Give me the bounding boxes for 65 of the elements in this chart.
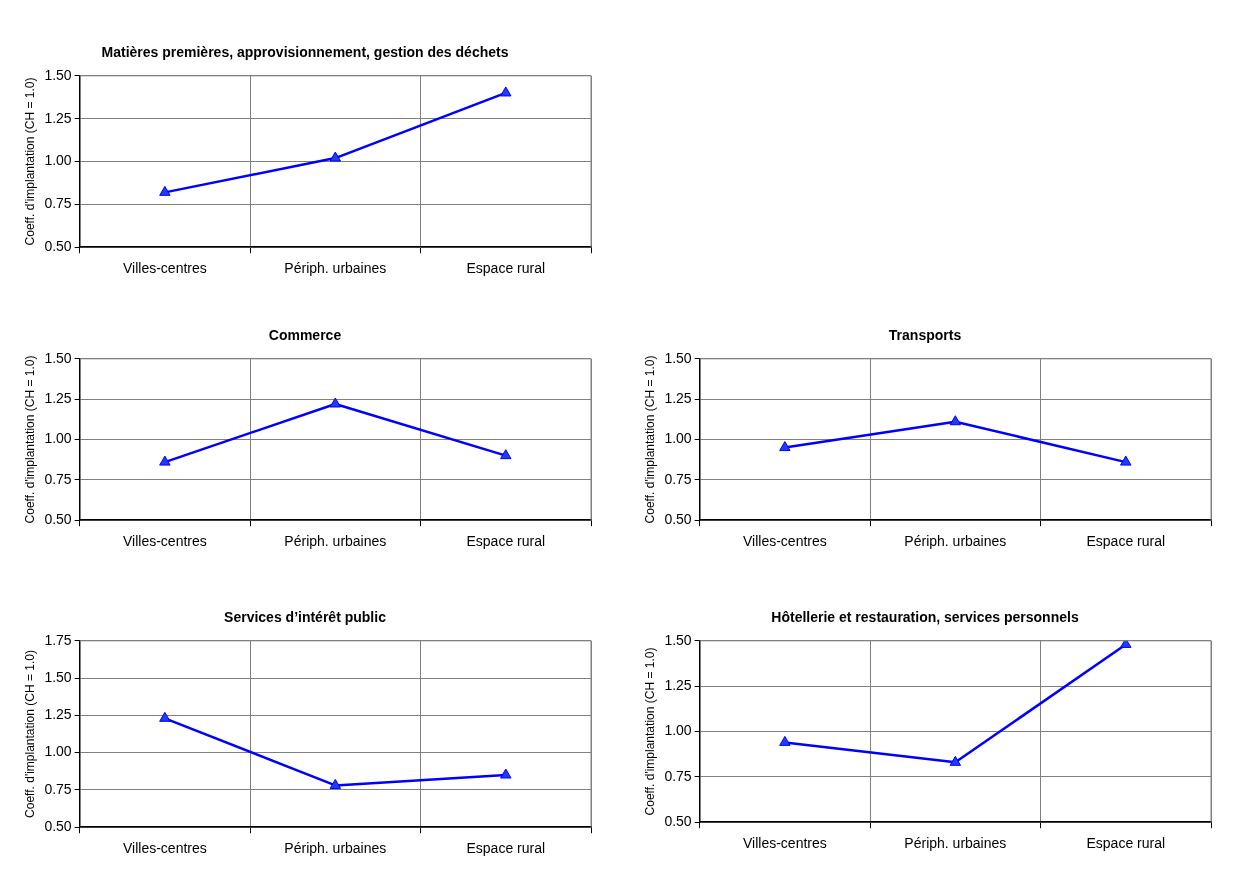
y-axis-title: Coeff. d'implantation (CH = 1.0) — [22, 355, 37, 524]
chart-title: Services d’intérêt public — [224, 609, 387, 626]
point — [949, 415, 962, 426]
x-tick-label: Villes-centres — [122, 533, 207, 550]
chart-title: Transports — [888, 327, 962, 344]
y-tick-label: 1.50 — [664, 349, 692, 366]
y-tick-label: 1.00 — [664, 430, 692, 447]
x-tick-label: Périph. urbaines — [284, 260, 387, 277]
y-tick-label: 0.75 — [44, 780, 72, 797]
point — [1120, 455, 1132, 466]
point — [949, 755, 962, 766]
x-tick-label: Espace rural — [466, 840, 546, 857]
y-tick-label: 1.25 — [664, 390, 692, 407]
y-tick-label: 1.00 — [664, 722, 692, 739]
point — [500, 768, 512, 779]
y-tick-label: 1.50 — [44, 66, 72, 83]
y-tick-label: 0.50 — [44, 818, 72, 835]
x-tick-label: Villes-centres — [122, 840, 207, 857]
x-tick-label: Espace rural — [466, 260, 546, 277]
y-tick-label: 0.50 — [44, 238, 72, 255]
y-tick-label: 0.75 — [664, 470, 692, 487]
point — [779, 441, 791, 452]
y-tick-label: 0.75 — [664, 767, 692, 784]
y-tick-label: 1.25 — [44, 109, 72, 126]
y-axis-title: Coeff. d'implantation (CH = 1.0) — [22, 650, 37, 818]
point — [329, 151, 342, 162]
point — [159, 455, 171, 466]
x-tick-label: Villes-centres — [742, 835, 827, 852]
x-tick-label: Périph. urbaines — [904, 533, 1007, 550]
y-tick-label: 0.75 — [44, 195, 72, 212]
y-axis-title: Coeff. d'implantation (CH = 1.0) — [22, 77, 37, 246]
point — [329, 397, 342, 408]
point — [500, 449, 512, 460]
y-axis-title: Coeff. d'implantation (CH = 1.0) — [642, 355, 657, 524]
y-tick-label: 1.50 — [44, 668, 72, 685]
x-tick-label: Espace rural — [1086, 835, 1166, 852]
point — [500, 86, 512, 97]
chart-title: Matières premières, approvisionnement, gestion des déchets — [101, 44, 509, 61]
y-tick-label: 1.25 — [44, 390, 72, 407]
y-tick-label: 1.00 — [44, 743, 72, 760]
x-tick-label: Villes-centres — [122, 260, 207, 277]
point — [159, 185, 171, 196]
y-tick-label: 1.00 — [44, 152, 72, 169]
y-tick-label: 1.75 — [44, 631, 72, 648]
y-tick-label: 0.50 — [664, 813, 692, 830]
x-tick-label: Périph. urbaines — [904, 835, 1007, 852]
x-tick-label: Espace rural — [1086, 533, 1166, 550]
y-axis-title: Coeff. d'implantation (CH = 1.0) — [642, 647, 657, 816]
y-tick-label: 1.50 — [44, 349, 72, 366]
y-tick-label: 1.25 — [664, 677, 692, 694]
x-tick-label: Espace rural — [466, 533, 546, 550]
point — [779, 735, 791, 746]
y-tick-label: 0.75 — [44, 470, 72, 487]
chart-title: Hôtellerie et restauration, services personnels — [771, 609, 1079, 626]
y-tick-label: 0.50 — [44, 511, 72, 528]
x-tick-label: Villes-centres — [742, 533, 827, 550]
chart-title: Commerce — [268, 327, 342, 344]
x-tick-label: Périph. urbaines — [284, 840, 387, 857]
y-tick-label: 1.00 — [44, 430, 72, 447]
y-tick-label: 1.25 — [44, 706, 72, 723]
y-tick-label: 1.50 — [664, 631, 692, 648]
y-tick-label: 0.50 — [664, 511, 692, 528]
point — [329, 778, 342, 789]
x-tick-label: Périph. urbaines — [284, 533, 387, 550]
point — [159, 711, 171, 722]
